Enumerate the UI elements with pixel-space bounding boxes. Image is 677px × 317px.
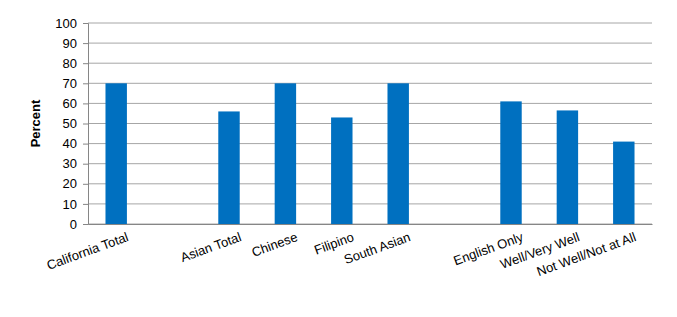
chart: 0 10 20 30 40 50 60 70 80 90 100 California Total As… xyxy=(0,0,677,317)
grid-line xyxy=(88,23,652,24)
y-tick-label: 60 xyxy=(63,96,77,111)
y-tick: 90 xyxy=(63,36,88,51)
y-tick: 30 xyxy=(63,156,88,171)
y-tick-mark xyxy=(83,204,88,205)
y-axis: 0 10 20 30 40 50 60 70 80 90 100 xyxy=(55,16,88,232)
x-tick: Asian Total xyxy=(178,224,243,265)
bars xyxy=(105,83,634,224)
y-tick: 80 xyxy=(63,56,88,71)
y-tick: 0 xyxy=(70,217,88,232)
x-axis-line xyxy=(89,224,653,225)
y-tick-mark xyxy=(83,103,88,104)
y-tick-mark xyxy=(83,164,88,165)
x-tick: California Total xyxy=(45,224,131,273)
y-tick-label: 10 xyxy=(63,197,77,212)
y-tick: 10 xyxy=(63,197,88,212)
y-tick-label: 30 xyxy=(63,156,77,171)
y-tick-label: 50 xyxy=(63,116,77,131)
y-tick: 50 xyxy=(63,116,88,131)
bar xyxy=(557,110,578,224)
x-tick-label: California Total xyxy=(45,229,131,272)
plot: 0 10 20 30 40 50 60 70 80 90 100 California Total As… xyxy=(45,16,653,279)
y-tick-mark xyxy=(83,224,88,225)
y-tick-mark xyxy=(83,144,88,145)
y-tick: 70 xyxy=(63,76,88,91)
y-tick-mark xyxy=(83,184,88,185)
x-tick-label: South Asian xyxy=(342,229,412,267)
bar xyxy=(613,142,634,224)
y-tick-mark xyxy=(83,63,88,64)
grid-line xyxy=(88,63,652,64)
y-tick-label: 20 xyxy=(63,176,77,191)
y-tick-label: 0 xyxy=(70,217,77,232)
y-tick-mark xyxy=(83,124,88,125)
y-tick-label: 90 xyxy=(63,36,77,51)
bar xyxy=(105,83,126,224)
y-tick-label: 100 xyxy=(55,16,77,31)
x-tick-label: Asian Total xyxy=(178,229,243,265)
y-tick-label: 40 xyxy=(63,136,77,151)
bar xyxy=(275,83,296,224)
bar xyxy=(500,101,521,224)
y-tick: 20 xyxy=(63,176,88,191)
x-tick: Chinese xyxy=(250,224,300,260)
bar xyxy=(331,117,352,224)
grid-line xyxy=(88,83,652,84)
y-tick-label: 70 xyxy=(63,76,77,91)
y-tick-mark xyxy=(83,83,88,84)
x-tick: Not Well/Not at All xyxy=(535,224,638,279)
y-tick: 100 xyxy=(55,16,88,31)
x-tick: South Asian xyxy=(342,224,412,267)
y-tick-label: 80 xyxy=(63,56,77,71)
grid-line xyxy=(88,43,652,44)
y-tick: 60 xyxy=(63,96,88,111)
grid xyxy=(88,23,652,224)
y-tick-mark xyxy=(83,23,88,24)
bar xyxy=(387,83,408,224)
y-axis-line xyxy=(83,24,89,225)
y-tick: 40 xyxy=(63,136,88,151)
x-tick-label: Not Well/Not at All xyxy=(535,229,638,279)
x-axis: California TotalAsian TotalChineseFilipi… xyxy=(45,224,653,279)
x-tick-label: Chinese xyxy=(250,229,300,259)
grid-line xyxy=(88,103,652,104)
y-tick-mark xyxy=(83,43,88,44)
bar xyxy=(218,111,239,224)
y-axis-title: Percent xyxy=(28,99,43,147)
